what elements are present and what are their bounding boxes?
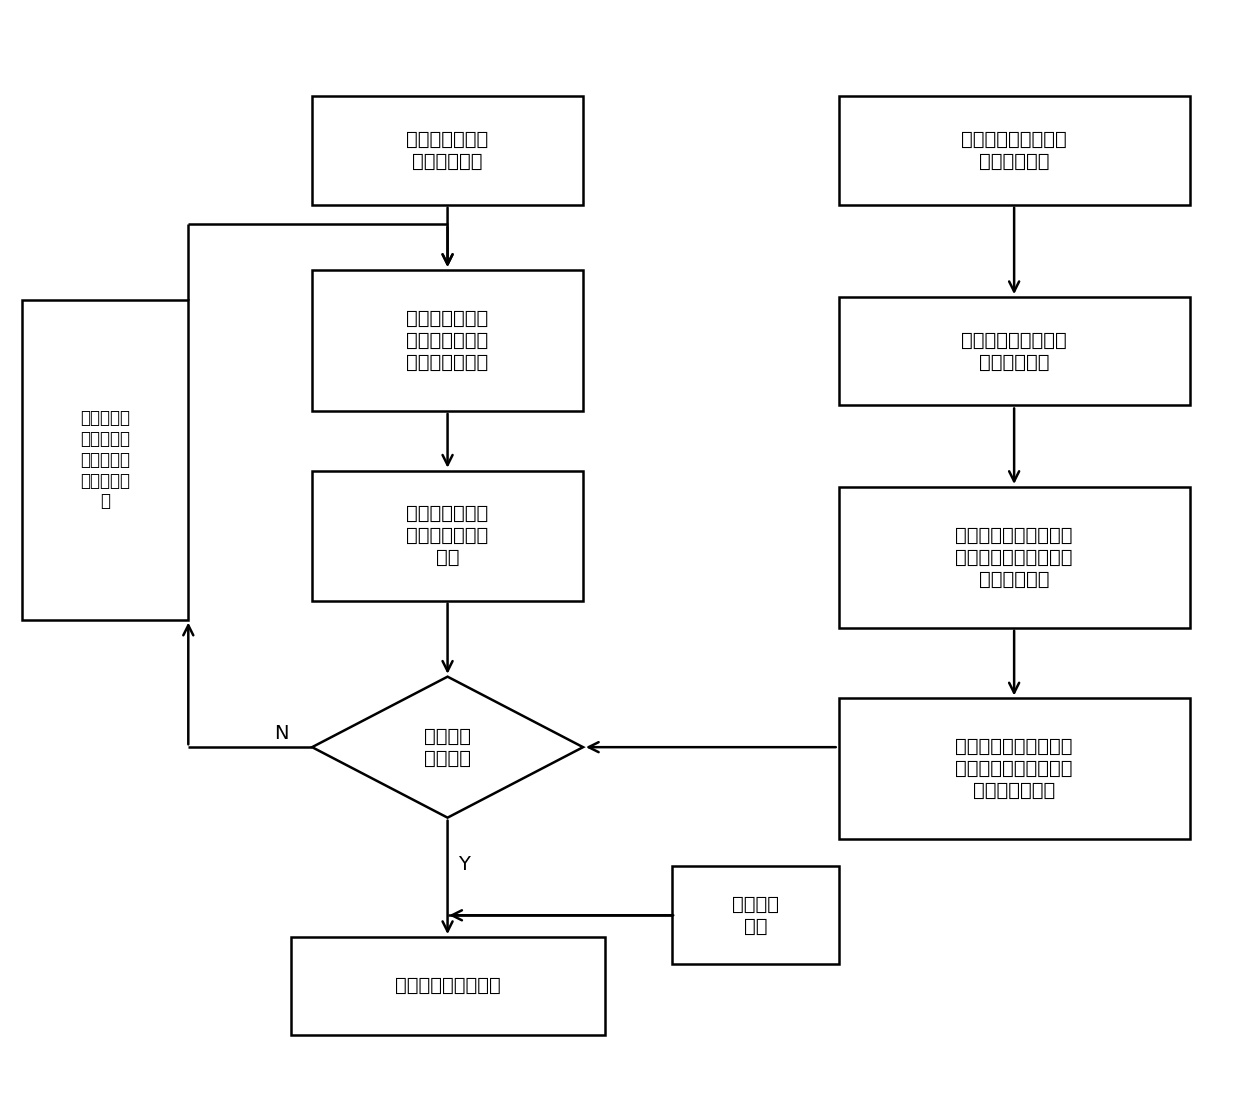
- FancyBboxPatch shape: [290, 937, 605, 1035]
- FancyBboxPatch shape: [838, 698, 1189, 839]
- Text: 模态综合
理论: 模态综合 理论: [732, 895, 779, 936]
- Text: 整机动刚度理论模型: 整机动刚度理论模型: [394, 976, 501, 996]
- Text: Y: Y: [458, 855, 470, 873]
- FancyBboxPatch shape: [312, 270, 583, 411]
- Text: 修正各组件
及组件接触
特性的动刚
度理论子模
型: 修正各组件 及组件接触 特性的动刚 度理论子模 型: [81, 409, 130, 510]
- FancyBboxPatch shape: [838, 96, 1189, 204]
- FancyBboxPatch shape: [22, 299, 188, 620]
- FancyBboxPatch shape: [838, 297, 1189, 406]
- FancyBboxPatch shape: [312, 96, 583, 204]
- Text: 对激励、响应数据进
行采集与处理: 对激励、响应数据进 行采集与处理: [961, 331, 1066, 372]
- Text: N: N: [274, 724, 289, 742]
- Text: 建立各组件及组
件接触特性的动
刚度理论子模型: 建立各组件及组 件接触特性的动 刚度理论子模型: [407, 309, 489, 372]
- FancyBboxPatch shape: [312, 471, 583, 601]
- Text: 对组件及组件接
触特性进行动力
分析: 对组件及组件接 触特性进行动力 分析: [407, 504, 489, 567]
- Text: 辨识模态参数并验证组
件及组件接触特性的动
刚度实验子模型: 辨识模态参数并验证组 件及组件接触特性的动 刚度实验子模型: [955, 738, 1073, 800]
- Text: 精度比较
满足要求: 精度比较 满足要求: [424, 727, 471, 767]
- FancyBboxPatch shape: [672, 867, 838, 964]
- Text: 建立组件及组件接触特
性的动刚度实验子模型
与模态子模型: 建立组件及组件接触特 性的动刚度实验子模型 与模态子模型: [955, 526, 1073, 589]
- Text: 理论分析组件及
组件接触特性: 理论分析组件及 组件接触特性: [407, 130, 489, 172]
- Text: 组件及组件接触特性
进行模态实验: 组件及组件接触特性 进行模态实验: [961, 130, 1066, 172]
- Polygon shape: [312, 677, 583, 818]
- FancyBboxPatch shape: [838, 486, 1189, 627]
